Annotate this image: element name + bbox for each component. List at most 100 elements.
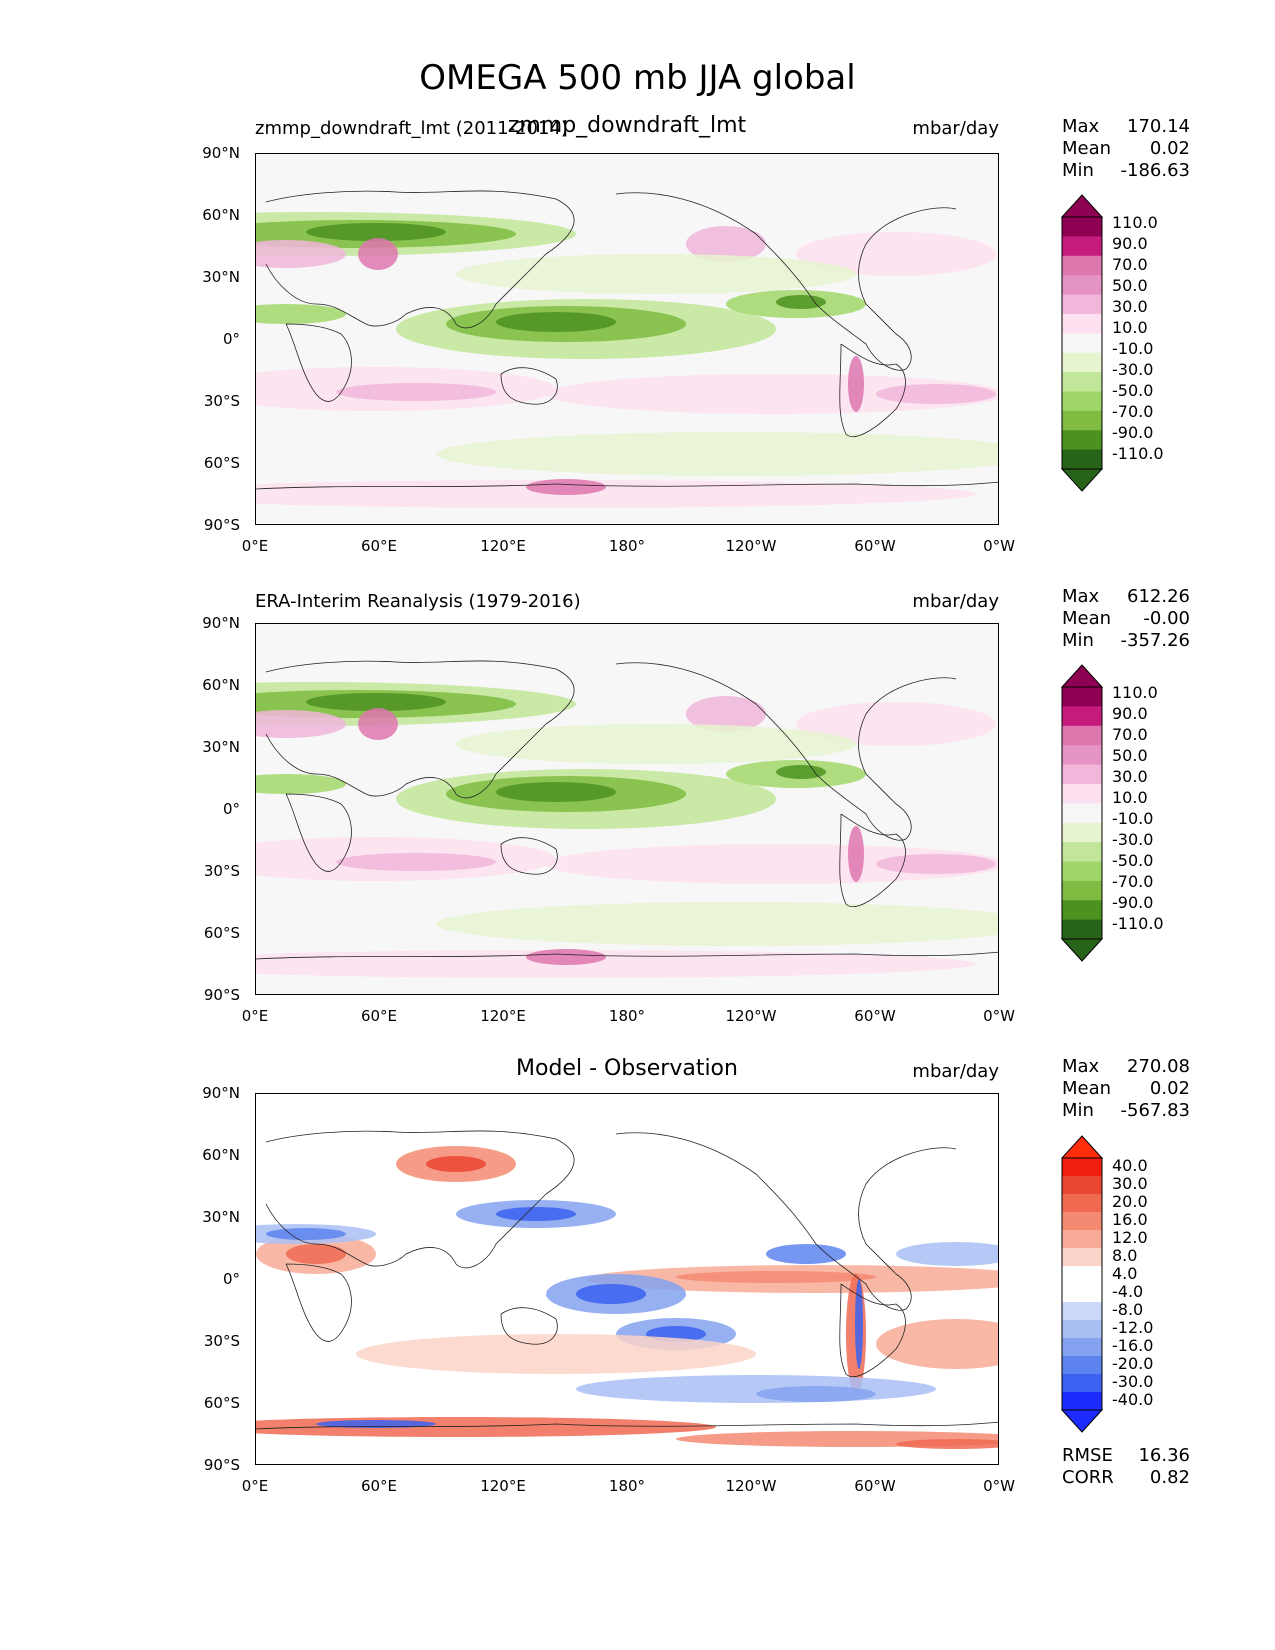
field-map-diff bbox=[256, 1130, 998, 1449]
lon-tick: 0°W bbox=[983, 1007, 1015, 1025]
lon-tick: 0°W bbox=[983, 537, 1015, 555]
cb-label: 20.0 bbox=[1112, 1192, 1148, 1211]
colorbar-swatch bbox=[1062, 255, 1102, 276]
field-contour bbox=[896, 1242, 998, 1266]
coastline bbox=[256, 1421, 998, 1430]
cb-label: 30.0 bbox=[1112, 1174, 1148, 1193]
field-contour bbox=[676, 1271, 876, 1283]
lon-tick: 180° bbox=[608, 1477, 646, 1495]
stats-reference: Max 612.26 Mean -0.00 Min -357.26 bbox=[1062, 586, 1190, 652]
cb-label: 50.0 bbox=[1112, 276, 1148, 295]
cb-label: -70.0 bbox=[1112, 872, 1154, 891]
stat-max-label: Max bbox=[1062, 1056, 1100, 1077]
panel-units: mbar/day bbox=[912, 1061, 999, 1082]
field-contour bbox=[426, 1156, 486, 1172]
field-contour bbox=[456, 254, 856, 294]
stat-mean: -0.00 bbox=[1143, 608, 1190, 629]
stat-min: -186.63 bbox=[1120, 160, 1190, 181]
stats-diff: Max 270.08 Mean 0.02 Min -567.83 bbox=[1062, 1056, 1190, 1122]
stat-max-label: Max bbox=[1062, 586, 1100, 607]
cb-label: 4.0 bbox=[1112, 1264, 1138, 1283]
colorbar-swatch bbox=[1062, 217, 1102, 237]
colorbar-swatch bbox=[1062, 449, 1102, 470]
figure-title: OMEGA 500 mb JJA global bbox=[419, 58, 856, 98]
colorbar-swatch bbox=[1062, 880, 1102, 901]
cb-label: -30.0 bbox=[1112, 830, 1154, 849]
cb-label: -12.0 bbox=[1112, 1318, 1154, 1337]
field-contour bbox=[496, 1207, 576, 1221]
field-contour bbox=[496, 312, 616, 332]
colorbar-over-extend bbox=[1060, 664, 1104, 688]
colorbar-swatch bbox=[1062, 1320, 1102, 1339]
panel-center-title: zmmp_downdraft_lmt bbox=[507, 113, 747, 138]
cb-label: -90.0 bbox=[1112, 893, 1154, 912]
lat-tick: 30°N bbox=[202, 268, 240, 286]
lat-tick: 0° bbox=[222, 800, 240, 818]
colorbar-swatch bbox=[1062, 1284, 1102, 1303]
field-contour bbox=[766, 1244, 846, 1264]
stat-max: 612.26 bbox=[1127, 586, 1190, 607]
colorbar-swatch bbox=[1062, 919, 1102, 940]
field-contour bbox=[546, 374, 998, 414]
colorbar-swatch bbox=[1062, 1158, 1102, 1177]
field-contour bbox=[256, 950, 976, 978]
lon-tick: 120°W bbox=[725, 1477, 777, 1495]
colorbar-outline bbox=[1061, 686, 1103, 940]
field-map-reference bbox=[256, 660, 998, 978]
colorbar-test bbox=[1060, 194, 1104, 492]
stat-min-label: Min bbox=[1062, 160, 1094, 181]
colorbar-swatch bbox=[1062, 333, 1102, 354]
colorbar-swatch bbox=[1062, 1392, 1102, 1411]
cb-label: 70.0 bbox=[1112, 255, 1148, 274]
cb-label: -110.0 bbox=[1112, 444, 1164, 463]
cb-label: 110.0 bbox=[1112, 213, 1158, 232]
field-contour bbox=[796, 232, 996, 276]
lat-tick: 60°N bbox=[202, 206, 240, 224]
coastline bbox=[256, 951, 998, 960]
lat-tick: 60°S bbox=[203, 924, 240, 942]
coastlines bbox=[256, 1130, 998, 1430]
colorbar-under-extend bbox=[1060, 468, 1104, 492]
cb-label: -50.0 bbox=[1112, 381, 1154, 400]
colorbar-swatch bbox=[1062, 294, 1102, 315]
field-contour bbox=[358, 708, 398, 740]
map-reference bbox=[255, 623, 999, 995]
colorbar-swatch bbox=[1062, 687, 1102, 707]
lat-tick: 0° bbox=[222, 330, 240, 348]
cb-label: -16.0 bbox=[1112, 1336, 1154, 1355]
corr-label: CORR bbox=[1062, 1467, 1114, 1488]
field-contour bbox=[576, 1284, 646, 1304]
colorbar-swatch bbox=[1062, 391, 1102, 412]
colorbar-swatch bbox=[1062, 745, 1102, 766]
field-contour bbox=[336, 853, 496, 871]
coastlines bbox=[256, 190, 998, 490]
field-contour bbox=[256, 774, 346, 794]
colorbar-swatch bbox=[1062, 352, 1102, 373]
field-contour bbox=[686, 226, 766, 262]
stat-mean: 0.02 bbox=[1149, 138, 1190, 159]
field-contour bbox=[776, 765, 826, 779]
corr-value: 0.82 bbox=[1149, 1467, 1190, 1488]
panel-units: mbar/day bbox=[912, 591, 999, 612]
lon-tick: 120°E bbox=[480, 1477, 526, 1495]
stat-mean-label: Mean bbox=[1062, 608, 1112, 629]
colorbar-swatch bbox=[1062, 1248, 1102, 1267]
cb-label: -10.0 bbox=[1112, 809, 1154, 828]
lon-tick: 0°W bbox=[983, 1477, 1015, 1495]
colorbar-swatch bbox=[1062, 783, 1102, 804]
stat-mean-label: Mean bbox=[1062, 138, 1112, 159]
lon-tick: 120°W bbox=[725, 537, 777, 555]
coastline bbox=[500, 1307, 558, 1345]
colorbar-swatch bbox=[1062, 1194, 1102, 1213]
cb-label: -10.0 bbox=[1112, 339, 1154, 358]
cb-label: -110.0 bbox=[1112, 914, 1164, 933]
lat-tick: 30°N bbox=[202, 1208, 240, 1226]
map-test bbox=[255, 153, 999, 525]
lat-tick: 30°N bbox=[202, 738, 240, 756]
lon-tick: 0°E bbox=[241, 537, 269, 555]
field-contour bbox=[876, 854, 996, 874]
stat-min-label: Min bbox=[1062, 1100, 1094, 1121]
panel-center-title: Model - Observation bbox=[516, 1056, 738, 1081]
cb-label: 50.0 bbox=[1112, 746, 1148, 765]
field-contour bbox=[436, 902, 998, 946]
